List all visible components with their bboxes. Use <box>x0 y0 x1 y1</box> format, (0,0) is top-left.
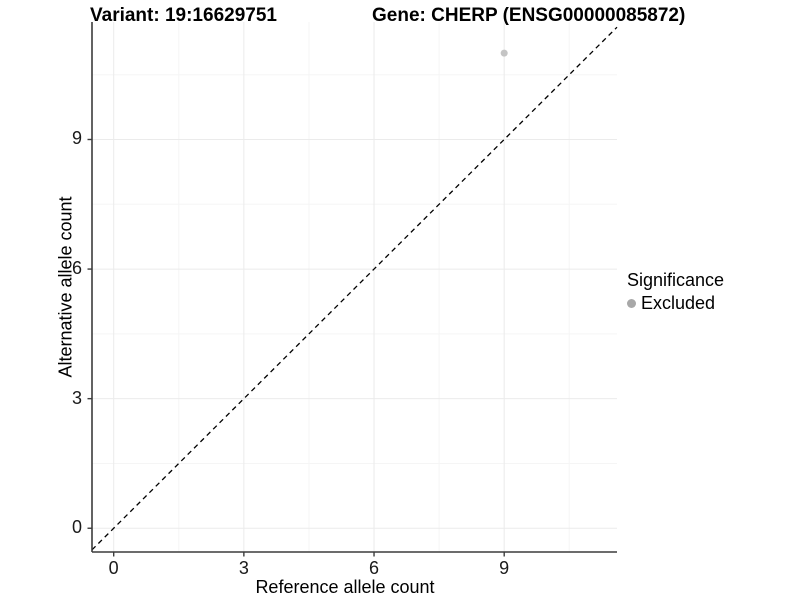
identity-dashed-line <box>91 26 618 551</box>
y-tick-label: 6 <box>71 258 82 279</box>
legend-point-icon <box>627 299 636 308</box>
legend-title: Significance <box>627 270 725 290</box>
y-tick-label: 9 <box>71 128 82 149</box>
x-tick-label: 6 <box>369 558 380 578</box>
gene-title: Gene: CHERP (ENSG00000085872) <box>372 5 686 26</box>
x-tick-label: 0 <box>108 558 119 578</box>
variant-title: Variant: 19:16629751 <box>90 5 277 26</box>
legend-entry: Excluded <box>627 293 724 314</box>
x-tick-label: 3 <box>238 558 249 578</box>
x-axis-title: Reference allele count <box>255 577 435 597</box>
y-tick-label: 0 <box>71 517 82 538</box>
legend-entry-label: Excluded <box>641 293 716 313</box>
legend: Significance Excluded <box>627 270 724 314</box>
y-tick-label: 3 <box>71 387 82 408</box>
y-axis-title: Alternative allele count <box>55 196 76 378</box>
data-point <box>500 49 508 57</box>
x-tick-label: 9 <box>499 558 510 578</box>
legend-entries: Excluded <box>627 293 724 314</box>
